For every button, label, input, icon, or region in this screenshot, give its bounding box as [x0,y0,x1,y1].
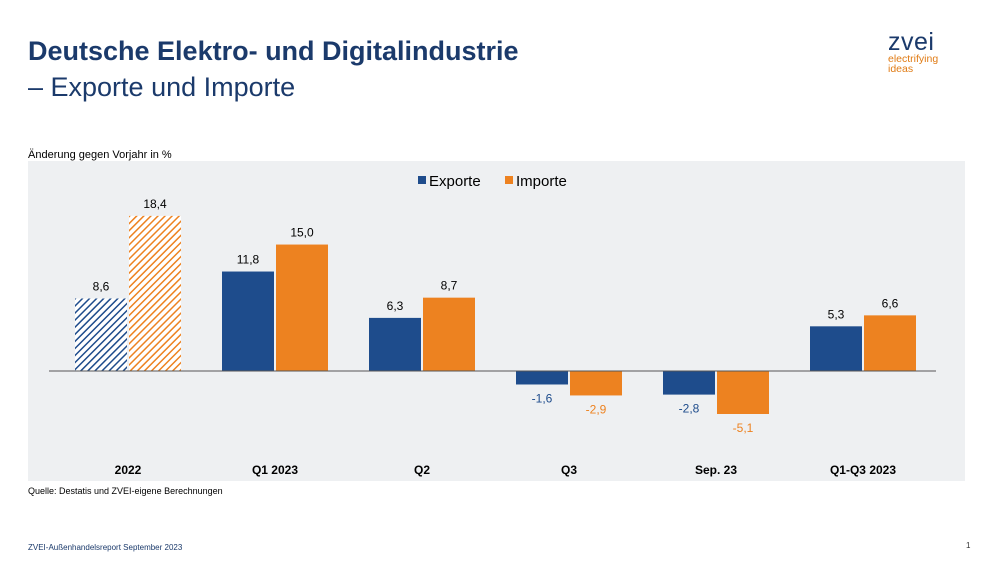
bar-exporte [663,371,715,395]
bar-chart: Exporte Importe 8,6 18,4 2022 11,8 15,0 Q1 202… [28,161,965,481]
bar-importe [570,371,622,396]
source-note: Quelle: Destatis und ZVEI-eigene Berechn… [28,486,223,496]
data-label-importe: 18,4 [143,197,167,211]
zvei-logo: zvei electrifying ideas [888,28,978,75]
bar-importe [423,297,475,371]
data-label-importe: 8,7 [441,279,458,293]
category-label: Q1 2023 [252,463,298,477]
data-label-exporte: 6,3 [387,299,404,313]
legend-swatch-exporte [418,176,426,184]
category-label: 2022 [115,463,142,477]
bar-importe [717,371,769,414]
legend-swatch-importe [505,176,513,184]
category-label: Sep. 23 [695,463,737,477]
bar-exporte [75,298,127,371]
legend-label-importe: Importe [516,173,567,190]
data-label-exporte: -2,8 [679,402,700,416]
data-label-importe: -2,9 [586,402,607,416]
chart-bars [75,215,916,414]
bar-exporte [222,271,274,371]
bar-importe [129,215,181,371]
data-label-exporte: 11,8 [237,253,260,267]
data-label-exporte: -1,6 [532,391,553,405]
category-label: Q3 [561,463,577,477]
data-label-importe: 6,6 [882,296,899,310]
logo-tagline-2: ideas [888,63,914,75]
logo-tagline-1: electrifying [888,53,939,65]
chart-ylabel: Änderung gegen Vorjahr in % [28,149,172,161]
category-label: Q1-Q3 2023 [830,463,896,477]
bar-exporte [810,326,862,371]
page-number: 1 [966,541,971,550]
footer-report-name: ZVEI-Außenhandelsreport September 2023 [28,543,183,552]
category-label: Q2 [414,463,430,477]
page-title: Deutsche Elektro- und Digitalindustrie [28,36,519,66]
bar-exporte [369,317,421,371]
data-label-importe: -5,1 [733,421,754,435]
data-label-exporte: 8,6 [93,280,110,294]
chart-labels: 8,6 18,4 2022 11,8 15,0 Q1 2023 6,3 8,7 Q2 -1,6 -2… [93,197,899,477]
bar-importe [864,315,916,371]
bar-exporte [516,371,568,385]
data-label-exporte: 5,3 [828,307,845,321]
logo-word: zvei [888,28,935,56]
data-label-importe: 15,0 [290,226,314,240]
chart-background [28,161,965,481]
bar-importe [276,244,328,371]
page-subtitle: – Exporte und Importe [28,72,296,102]
legend-label-exporte: Exporte [429,173,481,190]
chart-legend: Exporte Importe [418,173,567,190]
